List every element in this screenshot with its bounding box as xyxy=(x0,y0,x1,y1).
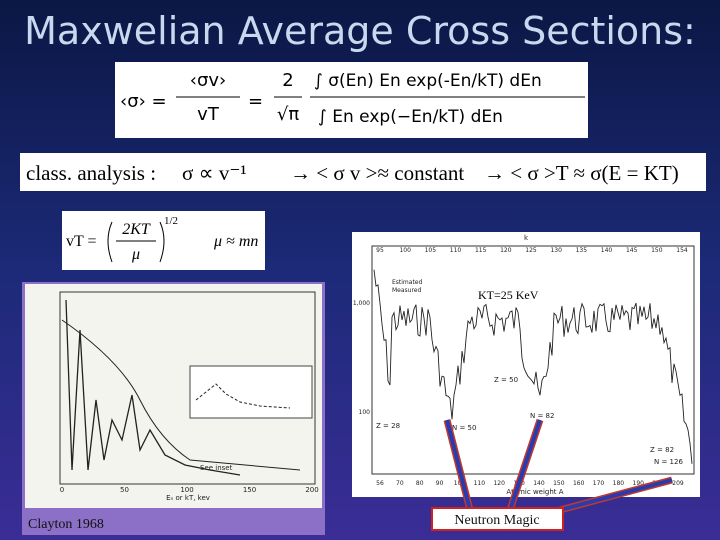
formula-text: vT xyxy=(197,104,220,125)
annotation: N = 50 xyxy=(452,424,476,432)
axis-label: Atomic weight A xyxy=(506,488,563,496)
formula-text: ‹σ› = xyxy=(120,91,167,112)
x-tick-label: 190 xyxy=(633,480,645,487)
callout-box xyxy=(431,507,564,531)
plot-frame xyxy=(371,245,695,475)
formula-text: √π xyxy=(277,104,299,125)
x-tick-label: 170 xyxy=(593,480,605,487)
formula-text: μ xyxy=(131,246,140,263)
annotation: See inset xyxy=(200,464,233,472)
formula-text: μ ≈ mn xyxy=(213,233,258,250)
x-tick-label: 115 xyxy=(475,247,487,254)
inset xyxy=(189,365,313,419)
left-plot: See inset Eₙ or kT, kev 0 50 100 150 200 xyxy=(59,291,319,502)
y-tick-label: 100 xyxy=(359,409,371,416)
annotation: N = 82 xyxy=(530,412,554,420)
x-tick-label: 125 xyxy=(525,247,537,254)
curve xyxy=(61,319,301,471)
arrow xyxy=(445,419,673,512)
axis-label: Eₙ or kT, kev xyxy=(166,494,210,502)
callout-text: Neutron Magic xyxy=(454,513,539,528)
annotation: Z = 82 xyxy=(650,446,674,454)
x-tick-label: 150 xyxy=(651,247,663,254)
formula-box xyxy=(115,62,588,138)
x-tick-label: 120 xyxy=(500,247,512,254)
parenthesis xyxy=(107,221,165,263)
x-tick-label: 70 xyxy=(396,480,404,487)
curve xyxy=(373,269,693,464)
annotation: Z = 50 xyxy=(494,376,518,384)
right-plot: k Atomic weight A Estimated Measured KT=… xyxy=(353,234,695,496)
x-tick-label: 100 xyxy=(454,480,466,487)
formula-text: ∫ σ(En) En exp(-En/kT) dEn xyxy=(314,71,542,91)
plot-frame xyxy=(59,291,316,485)
x-tick-label: 56 xyxy=(376,480,384,487)
x-tick-label: 150 xyxy=(243,486,256,494)
formula-text: → < σ >T ≈ σ(E = KT) xyxy=(484,161,679,185)
slide-title: Maxwelian Average Cross Sections: xyxy=(24,9,696,53)
x-tick-label: 100 xyxy=(399,247,411,254)
x-tick-label: 135 xyxy=(576,247,588,254)
legend-entry: Estimated xyxy=(392,279,423,286)
x-tick-label: 154 xyxy=(676,247,688,254)
annotation: Z = 28 xyxy=(376,422,400,430)
x-tick-label: 50 xyxy=(120,486,129,494)
x-tick-label: 100 xyxy=(180,486,193,494)
formula-text: ‹σv› xyxy=(190,70,226,91)
x-tick-label: 120 xyxy=(493,480,505,487)
x-tick-label: 130 xyxy=(550,247,562,254)
x-tick-label: 209 xyxy=(672,480,684,487)
formula-text: 2KT xyxy=(122,221,151,238)
x-tick-label: 110 xyxy=(474,480,486,487)
x-tick-label: 110 xyxy=(450,247,462,254)
x-tick-label: 95 xyxy=(376,247,384,254)
formula-text: 1/2 xyxy=(164,215,178,227)
x-tick-label: 180 xyxy=(613,480,625,487)
x-tick-label: 80 xyxy=(416,480,424,487)
x-tick-label: 105 xyxy=(425,247,437,254)
x-tick-label: 90 xyxy=(436,480,444,487)
legend-entry: Measured xyxy=(392,287,422,294)
curve xyxy=(65,299,241,476)
x-tick-label: 0 xyxy=(60,486,64,494)
caption: Clayton 1968 xyxy=(28,517,104,532)
curve xyxy=(195,383,291,409)
x-tick-label: 160 xyxy=(573,480,585,487)
formula-text: = xyxy=(248,91,263,112)
formula-text: class. analysis : xyxy=(26,161,156,185)
x-tick-label: 145 xyxy=(626,247,638,254)
formula-text: 2 xyxy=(282,70,293,91)
formula-text: → < σ v >≈ constant xyxy=(290,161,464,185)
y-tick-label: 1,000 xyxy=(353,300,370,307)
x-tick-label: 150 xyxy=(553,480,565,487)
formula-box xyxy=(20,153,706,191)
formula-text: σ ∝ v⁻¹ xyxy=(182,161,247,185)
x-tick-label: 200 xyxy=(305,486,318,494)
x-tick-label: 140 xyxy=(533,480,545,487)
annotation: KT=25 KeV xyxy=(478,288,539,302)
annotation: N = 126 xyxy=(654,458,683,466)
arrows xyxy=(443,418,673,514)
axis-label: k xyxy=(524,234,529,242)
formula-text: ∫ En exp(−En/kT) dEn xyxy=(318,107,503,127)
x-tick-label: 140 xyxy=(601,247,613,254)
formula-text: vT = xyxy=(66,233,97,250)
